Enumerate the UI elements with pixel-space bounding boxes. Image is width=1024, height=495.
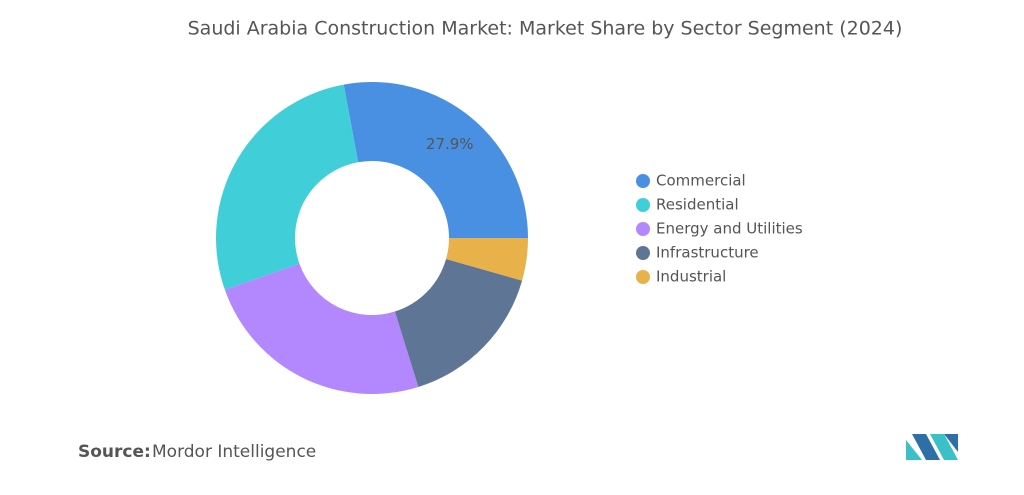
legend-label: Infrastructure [656,244,759,262]
legend-marker [636,222,650,236]
legend-label: Commercial [656,172,746,190]
slice [446,238,528,281]
legend-marker [636,270,650,284]
slice [343,81,528,239]
legend-marker [636,198,650,212]
chart-title: Saudi Arabia Construction Market: Market… [188,18,903,40]
slice [216,84,359,290]
data-label: 27.9% [426,135,474,153]
slice [224,263,419,394]
legend-label: Energy and Utilities [656,220,803,238]
slice [394,259,523,387]
legend-label: Residential [656,196,739,214]
legend-label: Industrial [656,268,726,286]
source-label: Source: [78,442,151,462]
legend-marker [636,174,650,188]
legend-marker [636,246,650,260]
source-text: Mordor Intelligence [152,442,316,462]
logo [906,434,958,460]
